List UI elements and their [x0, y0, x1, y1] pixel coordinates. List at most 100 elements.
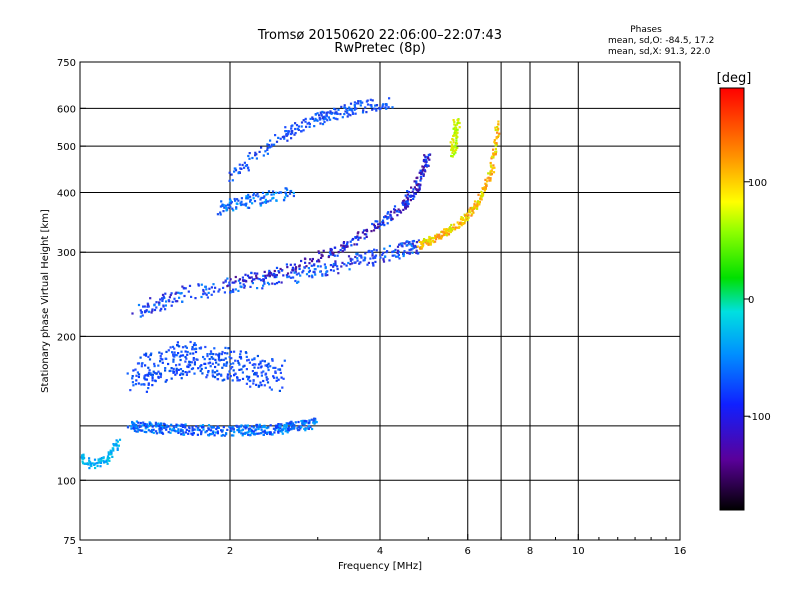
data-point	[186, 353, 189, 356]
data-point	[340, 105, 343, 108]
data-point	[157, 301, 161, 304]
data-point	[261, 430, 264, 433]
data-point	[404, 205, 407, 208]
data-point	[244, 273, 247, 276]
data-point	[174, 300, 177, 303]
data-point	[355, 102, 358, 105]
data-point	[176, 341, 179, 344]
data-point	[141, 314, 144, 317]
data-point	[404, 194, 407, 197]
data-point	[357, 102, 360, 105]
data-point	[132, 369, 135, 372]
data-point	[285, 274, 288, 277]
data-point	[300, 426, 303, 429]
data-point	[138, 429, 141, 432]
data-point	[187, 363, 190, 366]
data-point	[271, 358, 274, 361]
data-point	[88, 457, 91, 460]
stats-line-x: mean, sd,X: 91.3, 22.0	[608, 47, 711, 57]
data-point	[494, 128, 497, 132]
data-point	[445, 228, 448, 231]
data-point	[194, 347, 197, 350]
data-point	[321, 273, 324, 276]
data-point	[423, 169, 426, 172]
data-point	[329, 264, 332, 267]
data-point	[162, 295, 165, 298]
data-point	[434, 234, 437, 237]
data-point	[219, 205, 222, 208]
data-point	[148, 422, 151, 425]
data-point	[233, 373, 236, 376]
data-point	[393, 208, 396, 211]
data-point	[350, 108, 353, 111]
data-point	[215, 353, 218, 356]
data-point	[436, 235, 439, 239]
data-point	[427, 153, 430, 157]
data-point	[144, 378, 147, 381]
data-point	[190, 295, 193, 298]
data-point	[203, 362, 206, 365]
data-point	[415, 241, 418, 244]
data-point	[301, 422, 304, 425]
data-point	[200, 283, 203, 286]
data-point	[228, 179, 231, 182]
data-point	[381, 219, 385, 222]
data-point	[359, 261, 362, 264]
data-point	[353, 108, 356, 111]
data-point	[284, 130, 287, 133]
data-point	[164, 292, 167, 295]
data-point	[406, 197, 410, 200]
data-point	[281, 386, 284, 389]
data-point	[243, 166, 246, 169]
data-point	[108, 457, 111, 460]
data-point	[450, 154, 453, 158]
data-point	[162, 304, 165, 307]
data-point	[319, 270, 322, 273]
data-point	[455, 131, 458, 134]
data-point	[105, 460, 108, 463]
data-point	[309, 426, 312, 429]
data-point	[194, 297, 197, 300]
data-point	[321, 274, 324, 277]
data-point	[132, 423, 135, 426]
data-point	[349, 263, 352, 266]
y-tick-label: 200	[57, 332, 76, 343]
data-point	[86, 462, 89, 465]
data-point	[423, 238, 426, 241]
data-point	[423, 239, 426, 242]
data-point	[261, 191, 265, 194]
data-point	[272, 193, 275, 196]
data-point	[310, 260, 314, 263]
data-point	[337, 272, 340, 275]
data-point	[233, 197, 236, 201]
data-point	[326, 119, 329, 122]
data-point	[303, 419, 306, 422]
data-point	[434, 240, 437, 243]
data-point	[286, 139, 289, 142]
data-point	[244, 426, 247, 429]
data-point	[111, 455, 114, 458]
data-point	[451, 143, 454, 146]
data-point	[324, 274, 327, 277]
data-point	[387, 106, 390, 109]
data-point	[147, 305, 150, 308]
data-point	[207, 427, 210, 430]
data-point	[395, 210, 399, 213]
data-point	[259, 426, 262, 429]
data-point	[278, 389, 281, 392]
data-point	[136, 430, 139, 433]
data-point	[245, 382, 248, 385]
data-point	[458, 126, 461, 129]
data-point	[178, 345, 181, 348]
data-point	[243, 161, 246, 164]
data-point	[183, 425, 186, 428]
data-point	[365, 100, 368, 103]
data-point	[93, 458, 97, 461]
data-point	[284, 430, 287, 433]
data-point	[365, 233, 368, 236]
data-point	[289, 190, 292, 193]
data-point	[242, 365, 245, 368]
data-point	[363, 256, 366, 259]
data-point	[406, 200, 409, 203]
data-point	[188, 370, 191, 373]
